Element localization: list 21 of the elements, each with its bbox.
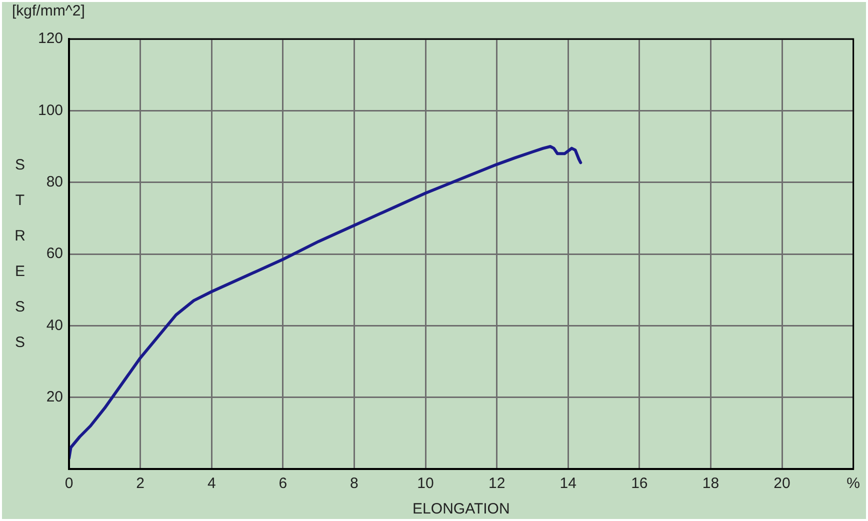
y-tick-label: 20 <box>46 388 64 406</box>
x-tick-label: 14 <box>560 475 576 492</box>
x-axis-title: ELONGATION <box>412 500 510 518</box>
x-tick-label: 20 <box>774 475 790 492</box>
y-tick-label: 80 <box>46 173 64 190</box>
text: STRESS <box>14 156 26 351</box>
x-tick-label: % <box>846 475 860 492</box>
x-tick-label: 10 <box>417 475 434 492</box>
y-tick-label: 40 <box>46 316 64 334</box>
x-tick-label: 18 <box>702 475 720 492</box>
y-tick-label: 100 <box>38 102 64 119</box>
text: [kgf/mm^2] <box>12 2 85 20</box>
x-tick-label: 4 <box>207 475 216 492</box>
x-tick-label: 8 <box>350 475 358 492</box>
x-tick-label: 16 <box>631 475 648 492</box>
x-tick-label: 2 <box>136 475 144 492</box>
x-tick-label: 6 <box>278 475 288 492</box>
x-tick-label: 0 <box>64 475 74 492</box>
x-tick-label: 12 <box>488 475 506 492</box>
y-tick-label: 120 <box>38 30 64 48</box>
y-tick-label: 60 <box>46 245 64 262</box>
